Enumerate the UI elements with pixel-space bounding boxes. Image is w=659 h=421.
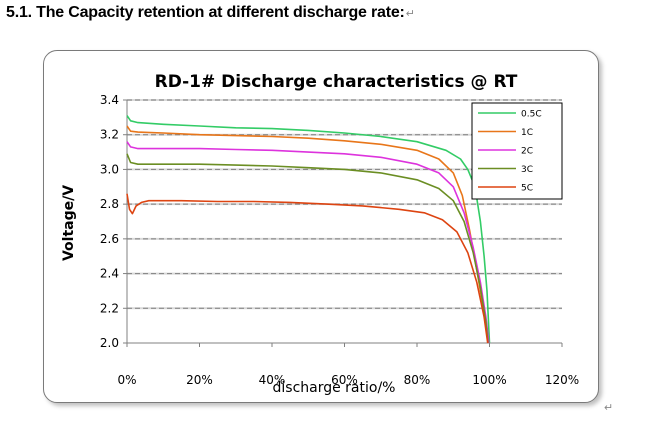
legend-box <box>471 102 563 200</box>
series-line-1C <box>126 125 489 344</box>
legend-label: 2C <box>521 147 533 157</box>
paragraph-mark-icon: ↵ <box>405 8 415 20</box>
legend-label: 0.5C <box>521 110 542 120</box>
chart-frame: RD-1# Discharge characteristics @ RT 2.0… <box>43 50 599 403</box>
chart-title: RD-1# Discharge characteristics @ RT <box>155 72 518 92</box>
x-tick-label: 20% <box>186 373 213 387</box>
y-tick-label: 2.6 <box>100 232 119 246</box>
axis-layer: 2.0 2.2 2.4 2.6 2.8 3.0 3.2 3.4 0% 20% 40% 60% 80% 10… <box>100 93 579 387</box>
x-axis-title: discharge ratio/% <box>273 380 396 396</box>
series-line-5C <box>126 193 489 344</box>
legend-label: 5C <box>521 184 533 194</box>
y-tick-label: 2.2 <box>100 301 119 315</box>
document-heading: 5.1. The Capacity retention at different… <box>6 4 415 22</box>
y-tick-label: 3.2 <box>100 128 119 142</box>
x-tick-label: 60% <box>331 373 358 387</box>
heading-text: 5.1. The Capacity retention at different… <box>6 4 405 21</box>
series-line-3C <box>126 153 489 344</box>
y-axis-title: Voltage/V <box>61 185 77 261</box>
y-tick-label: 2.0 <box>100 336 119 350</box>
legend-label: 3C <box>521 165 533 175</box>
series-line-0_5C <box>126 115 491 344</box>
y-tick-label: 2.4 <box>100 267 119 281</box>
x-tick-label: 80% <box>404 373 431 387</box>
series-line-2C <box>126 141 490 344</box>
legend: 0.5C 1C 2C 3C 5C <box>471 102 563 200</box>
x-tick-label: 120% <box>545 373 579 387</box>
series-layer <box>126 115 491 344</box>
x-tick-label: 100% <box>472 373 506 387</box>
legend-label: 1C <box>521 128 533 138</box>
x-tick-label: 0% <box>117 373 136 387</box>
y-tick-label: 3.0 <box>100 162 119 176</box>
y-tick-label: 3.4 <box>100 93 119 107</box>
y-tick-label: 2.8 <box>100 197 119 211</box>
discharge-chart: RD-1# Discharge characteristics @ RT 2.0… <box>61 72 579 396</box>
paragraph-mark-icon: ↵ <box>604 402 614 414</box>
x-tick-label: 40% <box>259 373 286 387</box>
